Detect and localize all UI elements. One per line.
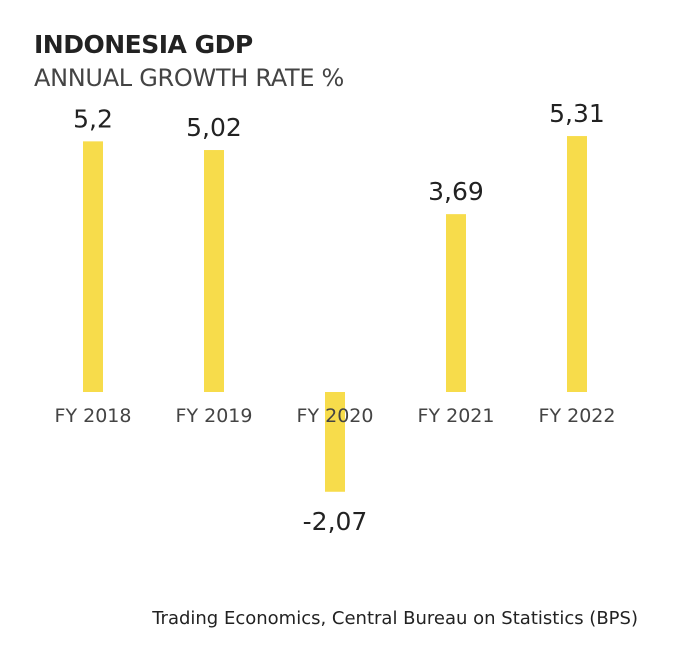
- category-label: FY 2018: [55, 405, 132, 427]
- category-label: FY 2022: [539, 405, 616, 427]
- bar-fy-2022: [567, 136, 587, 392]
- data-label: 5,2: [73, 104, 113, 133]
- data-label: 5,02: [186, 113, 242, 142]
- category-label: FY 2020: [297, 405, 374, 427]
- chart-title: INDONESIA GDP: [34, 30, 253, 59]
- data-label: 5,31: [549, 99, 605, 128]
- category-label: FY 2021: [418, 405, 495, 427]
- category-label: FY 2019: [176, 405, 253, 427]
- source-note: Trading Economics, Central Bureau on Sta…: [152, 608, 638, 629]
- bar-fy-2019: [204, 150, 224, 392]
- data-label: -2,07: [303, 507, 368, 536]
- bar-fy-2020: [325, 392, 345, 492]
- chart-subtitle: ANNUAL GROWTH RATE %: [34, 64, 345, 92]
- bar-fy-2018: [83, 141, 103, 392]
- bar-fy-2021: [446, 214, 466, 392]
- data-label: 3,69: [428, 177, 484, 206]
